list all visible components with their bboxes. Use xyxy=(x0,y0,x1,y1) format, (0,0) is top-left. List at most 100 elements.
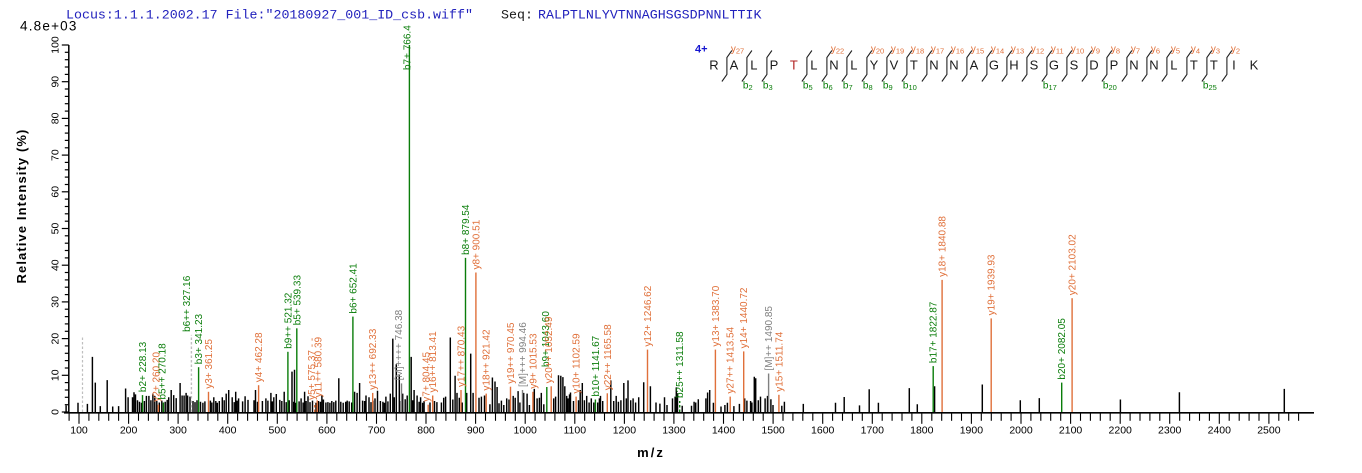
svg-text:2200: 2200 xyxy=(1109,424,1133,436)
svg-text:500: 500 xyxy=(269,424,287,436)
svg-text:100: 100 xyxy=(50,36,62,54)
svg-text:[M]++ 1490.85: [M]++ 1490.85 xyxy=(764,306,775,371)
svg-text:4+: 4+ xyxy=(695,44,708,56)
svg-text:y22: y22 xyxy=(831,44,844,56)
svg-text:y5: y5 xyxy=(1171,44,1180,56)
svg-text:40: 40 xyxy=(50,259,62,271)
svg-text:P: P xyxy=(1110,58,1119,73)
svg-text:300: 300 xyxy=(169,424,187,436)
svg-text:b10: b10 xyxy=(903,81,917,93)
svg-text:y10: y10 xyxy=(1071,44,1084,56)
svg-text:b2+ 228.13: b2+ 228.13 xyxy=(138,341,149,392)
svg-text:y27++ 1413.54: y27++ 1413.54 xyxy=(726,326,737,393)
svg-text:S: S xyxy=(1070,58,1079,73)
svg-text:Relative Intensity (%): Relative Intensity (%) xyxy=(14,129,29,284)
svg-text:A: A xyxy=(970,58,979,73)
svg-text:y20+ 2103.02: y20+ 2103.02 xyxy=(1068,234,1079,295)
svg-text:90: 90 xyxy=(50,76,62,88)
svg-text:y9: y9 xyxy=(1091,44,1100,56)
svg-text:200: 200 xyxy=(120,424,138,436)
svg-text:2100: 2100 xyxy=(1059,424,1083,436)
svg-text:b3+ 341.23: b3+ 341.23 xyxy=(194,313,205,364)
svg-text:50: 50 xyxy=(50,223,62,235)
svg-text:N: N xyxy=(949,58,958,73)
svg-text:y13+ 1383.70: y13+ 1383.70 xyxy=(711,285,722,346)
svg-text:y15+ 1511.74: y15+ 1511.74 xyxy=(774,331,785,392)
svg-text:S: S xyxy=(1030,58,1039,73)
svg-text:y19: y19 xyxy=(891,44,904,56)
svg-text:b5++ 270.18: b5++ 270.18 xyxy=(157,343,168,400)
svg-text:L: L xyxy=(810,58,817,73)
svg-text:b9++ 521.32: b9++ 521.32 xyxy=(283,292,294,349)
svg-text:y18+ 1840.88: y18+ 1840.88 xyxy=(938,216,949,277)
svg-text:y13++ 692.33: y13++ 692.33 xyxy=(368,328,379,390)
svg-text:b7+ 766.4: b7+ 766.4 xyxy=(402,25,413,70)
svg-text:y22++ 1165.58: y22++ 1165.58 xyxy=(603,324,614,390)
svg-text:y16++ 813.41: y16++ 813.41 xyxy=(428,331,439,393)
svg-text:b10+ 1141.67: b10+ 1141.67 xyxy=(591,335,602,396)
svg-text:y4: y4 xyxy=(1191,44,1200,56)
svg-text:1600: 1600 xyxy=(811,424,835,436)
svg-text:Seq:: Seq: xyxy=(501,8,533,23)
svg-text:y13: y13 xyxy=(1011,44,1024,56)
svg-text:T: T xyxy=(910,58,918,73)
svg-text:60: 60 xyxy=(50,186,62,198)
svg-text:1800: 1800 xyxy=(910,424,934,436)
svg-text:100: 100 xyxy=(70,424,88,436)
svg-text:N: N xyxy=(829,58,838,73)
svg-text:b9+ 1043.60: b9+ 1043.60 xyxy=(541,311,552,367)
svg-text:T: T xyxy=(1210,58,1218,73)
svg-text:b25: b25 xyxy=(1203,81,1217,93)
svg-text:b3: b3 xyxy=(763,81,773,93)
svg-text:y11: y11 xyxy=(1051,44,1064,56)
svg-text:RALPTLNLYVTNNAGHSGSDPNNLTTIK: RALPTLNLYVTNNAGHSGSDPNNLTTIK xyxy=(538,8,761,23)
svg-text:G: G xyxy=(1049,58,1059,73)
svg-text:y3: y3 xyxy=(1211,44,1220,56)
svg-text:b25++ 1311.58: b25++ 1311.58 xyxy=(675,331,686,398)
svg-text:y12: y12 xyxy=(1031,44,1044,56)
svg-text:[M]++++ 746.38: [M]++++ 746.38 xyxy=(394,309,405,380)
svg-text:y15: y15 xyxy=(971,44,984,56)
svg-text:H: H xyxy=(1009,58,1018,73)
svg-text:L: L xyxy=(750,58,757,73)
svg-text:y5+ 575.37 - -: y5+ 575.37 - - xyxy=(307,338,318,400)
svg-text:y14: y14 xyxy=(991,44,1004,56)
svg-text:y12+ 1246.62: y12+ 1246.62 xyxy=(643,285,654,346)
svg-text:y10+ 1102.59: y10+ 1102.59 xyxy=(572,333,583,394)
svg-text:N: N xyxy=(1149,58,1158,73)
svg-text:20: 20 xyxy=(50,333,62,345)
svg-text:900: 900 xyxy=(467,424,485,436)
svg-text:y20: y20 xyxy=(871,44,884,56)
svg-text:2500: 2500 xyxy=(1257,424,1281,436)
svg-text:2300: 2300 xyxy=(1158,424,1182,436)
svg-text:y11++ 580.39: y11++ 580.39 xyxy=(314,336,325,397)
svg-text:y8+ 900.51: y8+ 900.51 xyxy=(471,219,482,269)
svg-text:b17: b17 xyxy=(1043,81,1057,93)
svg-text:L: L xyxy=(1170,58,1177,73)
svg-text:K: K xyxy=(1250,58,1259,73)
svg-text:y18++ 921.42: y18++ 921.42 xyxy=(482,329,493,391)
svg-text:70: 70 xyxy=(50,149,62,161)
svg-text:y19+ 1939.93: y19+ 1939.93 xyxy=(987,254,998,315)
svg-text:y9+ 1015.53: y9+ 1015.53 xyxy=(528,333,539,389)
svg-text:y18: y18 xyxy=(911,44,924,56)
svg-text:y20++ 1052.49: y20++ 1052.49 xyxy=(544,316,555,383)
svg-text:b6++ 327.16: b6++ 327.16 xyxy=(182,275,193,332)
svg-text:I: I xyxy=(1232,58,1236,73)
svg-text:y4+ 462.28: y4+ 462.28 xyxy=(254,332,265,382)
svg-text:1900: 1900 xyxy=(960,424,984,436)
svg-text:b17+ 1822.87: b17+ 1822.87 xyxy=(929,301,940,363)
svg-text:1500: 1500 xyxy=(761,424,785,436)
svg-text:0: 0 xyxy=(50,409,62,415)
svg-text:y7: y7 xyxy=(1131,44,1140,56)
svg-text:T: T xyxy=(790,58,798,73)
svg-text:N: N xyxy=(1129,58,1138,73)
svg-text:30: 30 xyxy=(50,296,62,308)
svg-text:b5+ 539.33: b5+ 539.33 xyxy=(292,275,303,326)
svg-text:Y: Y xyxy=(870,58,879,73)
svg-text:1700: 1700 xyxy=(861,424,885,436)
svg-text:80: 80 xyxy=(50,112,62,124)
svg-text:G: G xyxy=(989,58,999,73)
svg-text:V: V xyxy=(890,58,899,73)
svg-text:600: 600 xyxy=(318,424,336,436)
